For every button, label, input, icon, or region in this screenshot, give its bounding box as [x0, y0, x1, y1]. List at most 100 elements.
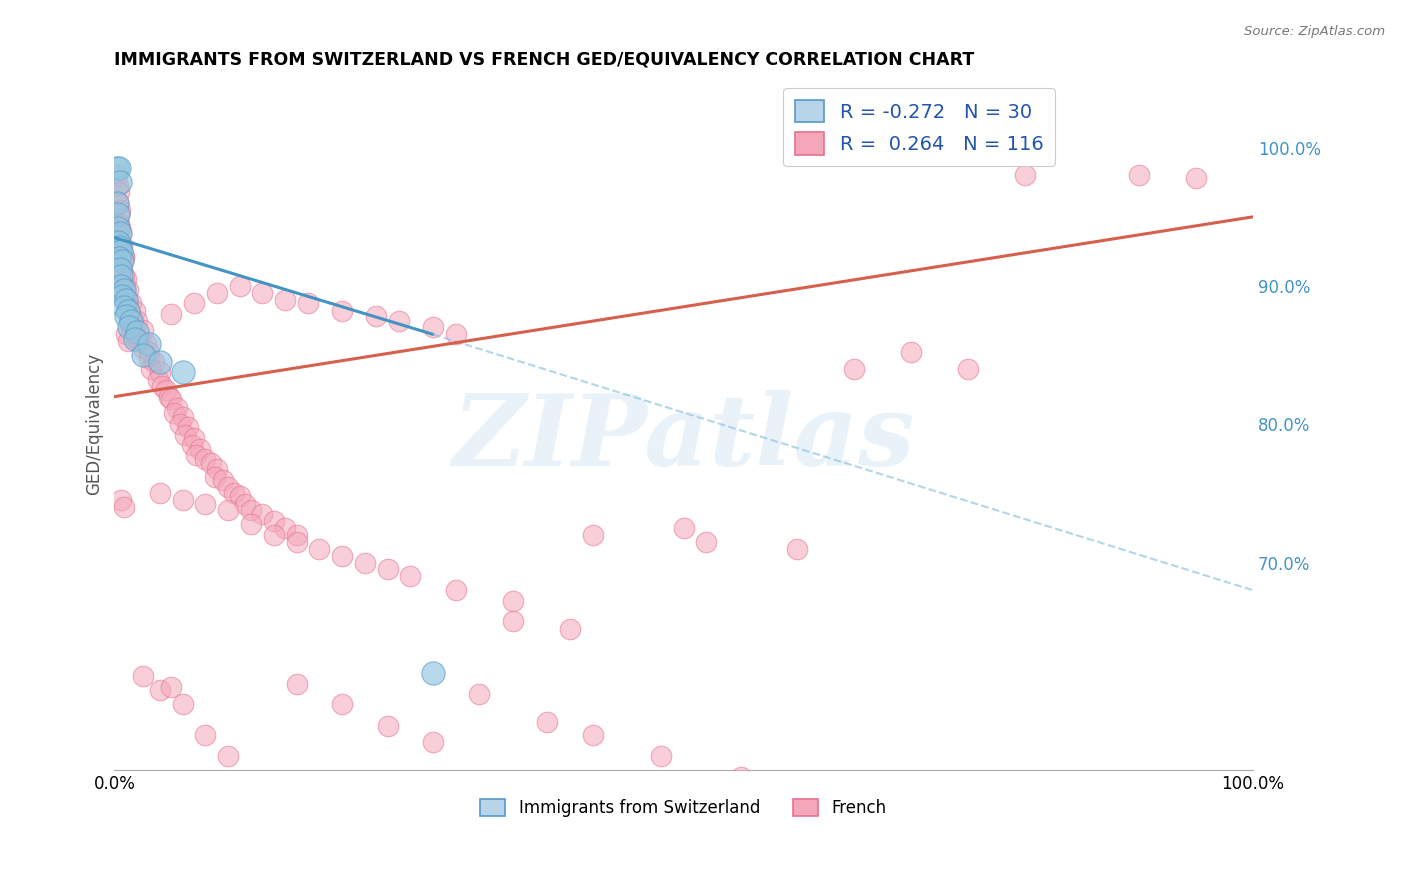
Point	[121, 295, 143, 310]
Point	[217, 503, 239, 517]
Point	[786, 541, 808, 556]
Point	[117, 334, 139, 349]
Point	[252, 285, 274, 300]
Point	[114, 310, 136, 324]
Point	[274, 521, 297, 535]
Point	[240, 503, 263, 517]
Point	[108, 240, 131, 254]
Point	[108, 207, 131, 221]
Point	[121, 320, 143, 334]
Point	[117, 283, 139, 297]
Point	[150, 378, 173, 392]
Point	[399, 569, 422, 583]
Point	[180, 438, 202, 452]
Point	[240, 516, 263, 531]
Point	[149, 682, 172, 697]
Point	[112, 500, 135, 515]
Point	[112, 300, 135, 314]
Point	[135, 337, 157, 351]
Point	[107, 235, 129, 249]
Point	[105, 169, 128, 183]
Point	[132, 669, 155, 683]
Point	[1128, 169, 1150, 183]
Point	[108, 235, 131, 249]
Point	[114, 290, 136, 304]
Y-axis label: GED/Equivalency: GED/Equivalency	[86, 353, 103, 495]
Point	[124, 332, 146, 346]
Point	[114, 272, 136, 286]
Point	[124, 304, 146, 318]
Point	[194, 498, 217, 512]
Point	[160, 307, 183, 321]
Point	[157, 390, 180, 404]
Point	[111, 237, 134, 252]
Point	[132, 348, 155, 362]
Point	[107, 196, 129, 211]
Point	[110, 227, 132, 241]
Point	[1014, 169, 1036, 183]
Point	[132, 341, 155, 355]
Point	[127, 313, 149, 327]
Point	[695, 534, 717, 549]
Point	[110, 269, 132, 284]
Point	[121, 310, 143, 324]
Point	[1185, 171, 1208, 186]
Point	[105, 161, 128, 176]
Point	[366, 310, 388, 324]
Point	[183, 295, 205, 310]
Point	[107, 207, 129, 221]
Point	[108, 227, 131, 241]
Point	[274, 293, 297, 307]
Point	[211, 473, 233, 487]
Point	[162, 406, 184, 420]
Point	[110, 279, 132, 293]
Point	[108, 202, 131, 217]
Point	[444, 583, 467, 598]
Point	[422, 666, 444, 681]
Point	[108, 252, 131, 266]
Point	[143, 355, 166, 369]
Point	[108, 175, 131, 189]
Point	[330, 304, 353, 318]
Point	[127, 332, 149, 346]
Point	[200, 456, 222, 470]
Point	[172, 365, 194, 379]
Point	[844, 362, 866, 376]
Point	[183, 431, 205, 445]
Point	[160, 392, 183, 407]
Point	[138, 337, 160, 351]
Point	[308, 541, 330, 556]
Point	[422, 735, 444, 749]
Point	[205, 285, 228, 300]
Point	[138, 345, 160, 359]
Point	[672, 521, 695, 535]
Point	[217, 479, 239, 493]
Point	[217, 749, 239, 764]
Point	[177, 420, 200, 434]
Point	[112, 268, 135, 282]
Point	[285, 528, 308, 542]
Point	[128, 332, 150, 346]
Point	[108, 217, 131, 231]
Point	[138, 351, 160, 365]
Point	[377, 562, 399, 576]
Point	[233, 498, 256, 512]
Point	[536, 714, 558, 729]
Point	[650, 749, 672, 764]
Point	[105, 196, 128, 211]
Point	[155, 383, 177, 397]
Point	[132, 323, 155, 337]
Point	[252, 507, 274, 521]
Point	[228, 489, 250, 503]
Point	[502, 614, 524, 628]
Point	[263, 528, 285, 542]
Point	[146, 373, 169, 387]
Point	[112, 252, 135, 266]
Point	[114, 327, 136, 342]
Point	[149, 486, 172, 500]
Point	[110, 262, 132, 277]
Point	[330, 549, 353, 563]
Point	[502, 594, 524, 608]
Point	[108, 185, 131, 199]
Point	[174, 428, 197, 442]
